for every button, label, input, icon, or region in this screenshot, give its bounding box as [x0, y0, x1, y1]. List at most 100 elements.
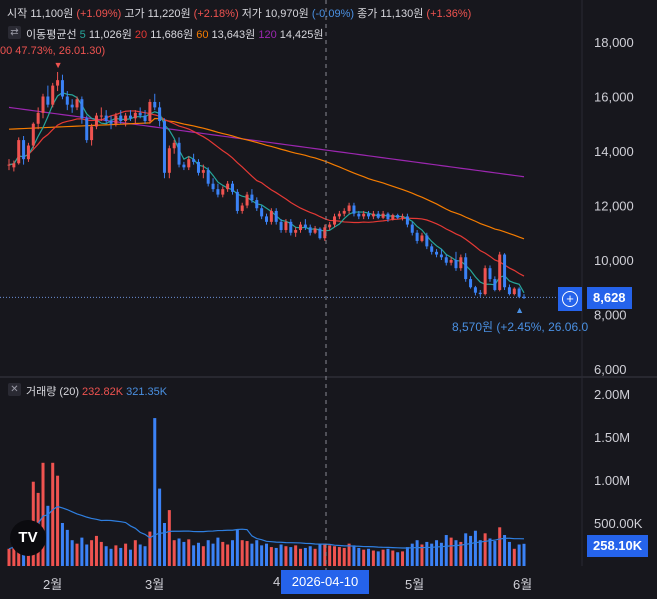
volume-bar [294, 545, 298, 566]
candle-body [250, 194, 254, 201]
volume-bar [201, 546, 205, 566]
candle-body [493, 279, 497, 290]
volume-bar [362, 549, 366, 566]
volume-value-2: 321.35K [126, 386, 168, 398]
candle-body [255, 200, 259, 209]
candle-body [162, 121, 166, 173]
candle-body [138, 112, 142, 116]
indicator-settings-icon[interactable]: ⇄ [8, 26, 21, 39]
high-label: 고가 [124, 8, 145, 20]
volume-bar [274, 547, 278, 566]
volume-ma-line [8, 505, 525, 550]
ma60-value: 13,643원 [211, 29, 256, 41]
candle-body [328, 224, 332, 228]
open-label: 시작 [7, 8, 28, 20]
volume-bar [279, 544, 283, 566]
volume-bar [192, 545, 196, 566]
candle-body [303, 224, 307, 228]
open-value: 11,100원 [30, 8, 74, 20]
volume-bar [133, 540, 137, 566]
ma60-period: 60 [196, 29, 209, 41]
volume-bar [512, 548, 516, 566]
candle-body [323, 227, 327, 239]
candle-body [449, 260, 453, 263]
volume-bar [381, 549, 385, 566]
volume-bar [65, 529, 69, 566]
volume-bar [425, 541, 429, 566]
candle-body [94, 115, 98, 127]
volume-bar [60, 523, 64, 566]
candle-body [289, 221, 293, 233]
volume-bar [128, 549, 132, 566]
volume-bar [483, 533, 487, 566]
candle-body [245, 194, 249, 206]
volume-bar [177, 538, 181, 566]
volume-bar [507, 541, 511, 566]
candle-body [192, 159, 196, 162]
candle-body [439, 254, 443, 258]
ma5-value: 11,026원 [88, 29, 132, 41]
candle-body [308, 227, 312, 233]
candle-body [469, 279, 473, 288]
volume-bar [459, 541, 463, 566]
add-alert-button[interactable]: + [558, 287, 582, 311]
volume-bar [473, 530, 477, 566]
candle-body [99, 115, 103, 117]
volume-bar [444, 535, 448, 566]
ma-legend: 이동평균선 5 11,026원 20 11,686원 60 13,643원 12… [26, 26, 324, 42]
plus-icon: + [562, 291, 578, 307]
candle-body [80, 99, 84, 119]
volume-bar [522, 543, 526, 566]
x-label-feb: 2월 [43, 577, 63, 592]
candle-body [65, 96, 69, 105]
volume-bar [415, 540, 419, 566]
volume-bar [449, 537, 453, 566]
candle-body [12, 163, 16, 168]
candle-body [143, 115, 147, 122]
volume-bar [250, 543, 254, 566]
candle-body [211, 183, 215, 190]
candle-body [56, 80, 60, 86]
high-annotation: 00 47.73%, 26.01.30) [0, 45, 106, 57]
volume-bar [264, 543, 269, 566]
volume-tick-label: 1.00M [594, 473, 630, 488]
ma20-value: 11,686원 [150, 29, 194, 41]
candle-body [415, 232, 419, 241]
candle-body [420, 235, 424, 241]
candle-body [36, 112, 40, 124]
volume-close-icon[interactable]: ✕ [8, 383, 21, 396]
volume-bar [211, 543, 215, 566]
candle-body [269, 210, 273, 222]
volume-bar [260, 545, 264, 566]
volume-bar [308, 546, 312, 566]
candle-body [488, 268, 492, 280]
volume-bar [162, 523, 166, 566]
price-tick-label: 14,000 [594, 144, 634, 159]
candle-body [172, 142, 176, 149]
volume-bar [405, 547, 409, 566]
volume-bar [187, 539, 191, 566]
candle-body [430, 246, 434, 252]
candle-body [46, 96, 50, 105]
candle-body [51, 85, 55, 105]
candle-body [7, 164, 11, 166]
volume-bar [119, 547, 123, 566]
volume-bar [410, 543, 414, 566]
candle-body [90, 126, 94, 141]
candle-body [318, 228, 322, 239]
candle-body [512, 288, 516, 295]
close-value: 11,130원 [380, 8, 424, 20]
ma120-period: 120 [258, 29, 277, 41]
candle-body [396, 215, 400, 218]
volume-bar [172, 540, 176, 566]
candle-body [274, 210, 278, 222]
candle-body [333, 216, 337, 225]
ma5-line [8, 92, 525, 294]
volume-bar [313, 548, 317, 566]
volume-bar [401, 551, 405, 566]
volume-bar [435, 540, 439, 566]
volume-bar [478, 540, 482, 566]
volume-bar [503, 535, 507, 566]
